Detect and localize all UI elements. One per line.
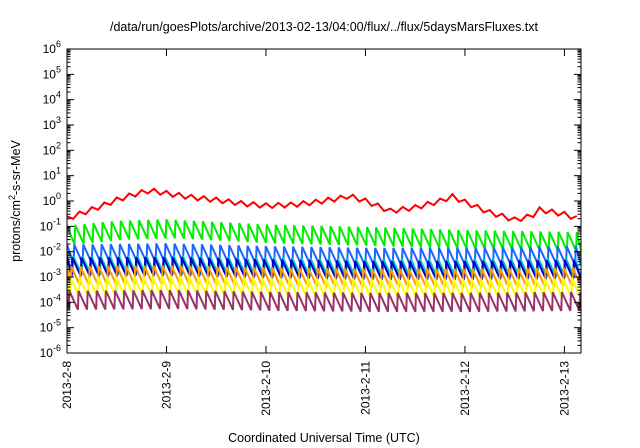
y-tick-label-exp: -2 [53,242,61,252]
chart-title: /data/run/goesPlots/archive/2013-02-13/0… [110,20,539,34]
y-tick-label-exp: -3 [53,267,61,277]
x-axis-label: Coordinated Universal Time (UTC) [228,431,420,445]
y-tick-label: 100 [43,191,61,208]
series-line-2 [67,218,581,252]
y-tick-label: 10-1 [40,216,61,233]
y-tick-label-base: 10 [43,143,57,157]
y-tick-label: 105 [43,64,61,81]
y-tick-label: 104 [43,90,61,107]
x-tick-label: 2013-2-8 [60,361,74,409]
x-tick-label: 2013-2-13 [557,361,571,416]
y-tick-label-base: 10 [43,194,57,208]
y-tick-label-exp: 5 [56,64,61,74]
y-tick-label-exp: -5 [53,318,61,328]
x-tick-label: 2013-2-11 [358,361,372,415]
y-tick-label-exp: 0 [56,191,61,201]
y-tick-label-exp: -1 [53,216,61,226]
x-tick-label: 2013-2-12 [458,361,472,416]
x-tick-label: 2013-2-9 [159,361,173,409]
y-tick-label: 102 [43,140,61,157]
y-tick-label: 10-4 [40,292,61,309]
y-axis-label: protons/cm2-s-sr-MeV [7,139,23,261]
y-axis-label-sup: 2 [7,195,17,200]
y-tick-label: 10-2 [40,242,61,259]
y-tick-label-base: 10 [43,93,57,107]
y-tick-label: 10-5 [40,318,61,335]
y-tick-label-base: 10 [40,270,54,284]
y-axis-label-prefix: protons/cm [9,200,23,262]
series-group [67,187,581,313]
y-tick-label-base: 10 [40,346,54,360]
y-tick-label-exp: -4 [53,292,61,302]
x-tick-label: 2013-2-10 [259,361,273,416]
series-line-7 [67,276,581,299]
y-tick-label-exp: 1 [56,166,61,176]
y-tick-label-exp: 6 [56,39,61,49]
y-tick-label-base: 10 [43,67,57,81]
y-tick-label-exp: 3 [56,115,61,125]
y-tick-label-base: 10 [40,321,54,335]
series-line-8 [67,289,581,313]
y-tick-label-exp: 2 [56,140,61,150]
y-tick-label-base: 10 [43,42,57,56]
y-tick-label-exp: -6 [53,343,61,353]
series-layer [67,187,581,313]
y-tick-label-base: 10 [40,219,54,233]
y-tick-label-exp: 4 [56,90,61,100]
y-tick-label: 10-6 [40,343,61,360]
y-axis: 10-610-510-410-310-210-11001011021031041… [40,39,581,360]
series-line-1 [67,187,578,223]
y-tick-label: 103 [43,115,61,132]
y-tick-label: 101 [43,166,61,183]
y-tick-label: 10-3 [40,267,61,284]
y-tick-label-base: 10 [40,295,54,309]
y-tick-label: 106 [43,39,61,56]
y-axis-label-suffix: -s-sr-MeV [9,139,23,195]
y-tick-label-base: 10 [43,169,57,183]
y-tick-label-base: 10 [40,245,54,259]
x-axis: 2013-2-8 2013-2-9 2013-2-10 2013-2-11 2013-2… [60,49,571,416]
y-tick-label-base: 10 [43,118,57,132]
